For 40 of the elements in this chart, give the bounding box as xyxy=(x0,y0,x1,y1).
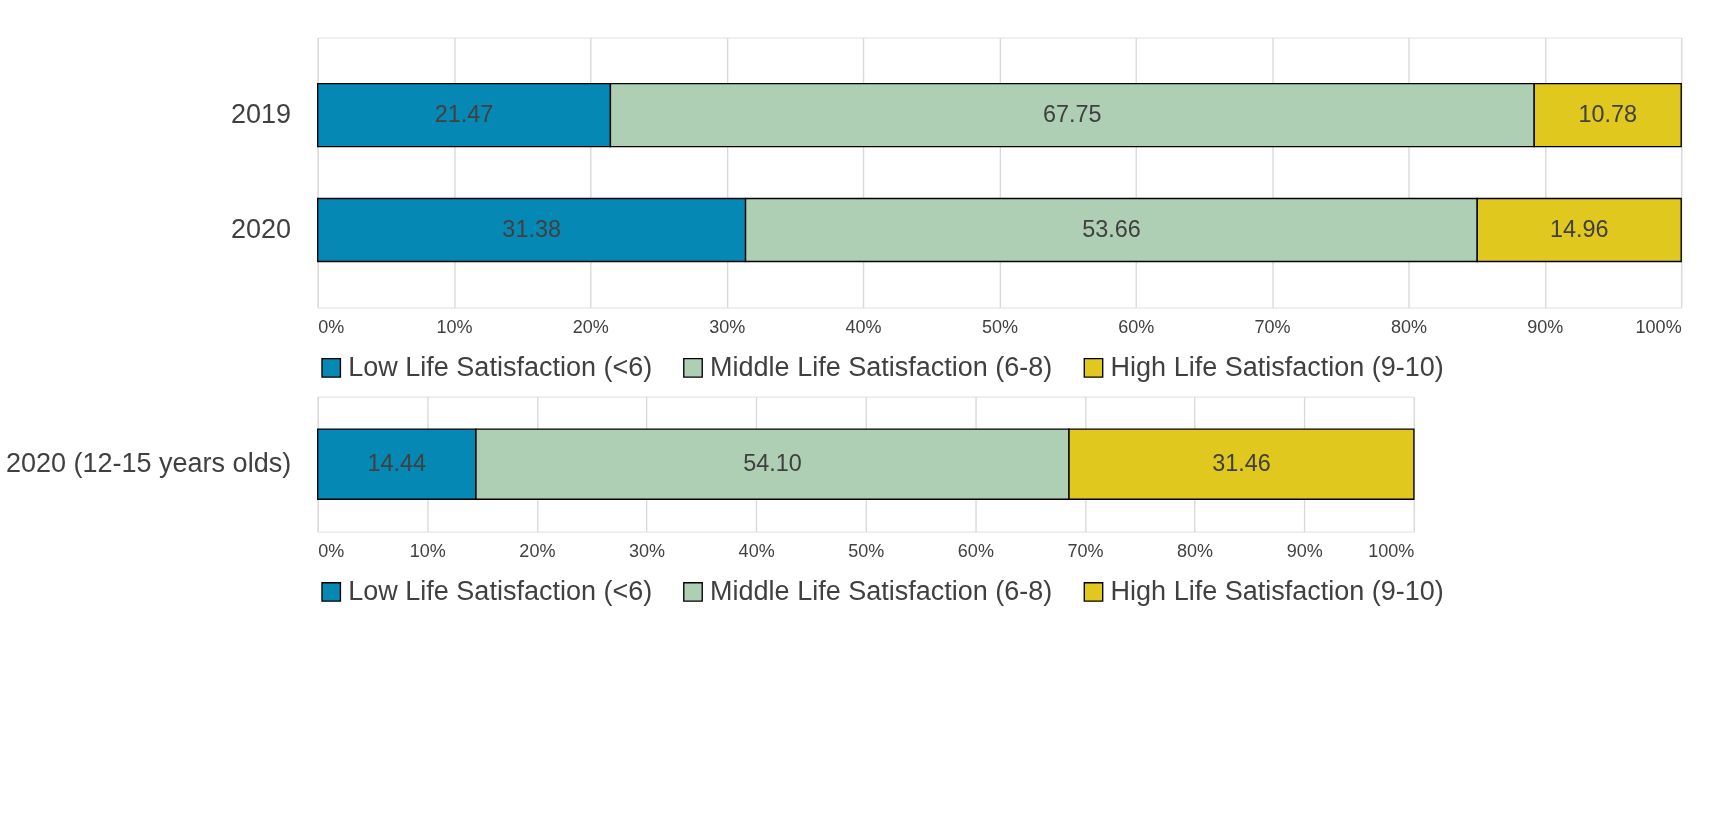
x-tick-label: 90% xyxy=(1286,541,1323,562)
data-label: 21.47 xyxy=(434,101,494,128)
x-tick-label: 70% xyxy=(1067,541,1104,562)
x-tick-label: 30% xyxy=(709,317,746,338)
legend-label: Low Life Satisfaction (<6) xyxy=(348,351,653,382)
y-tick-label: 2020 (12-15 years olds) xyxy=(5,448,292,479)
data-label: 54.10 xyxy=(743,450,802,477)
data-label: 53.66 xyxy=(1082,216,1141,243)
y-tick-label: 2019 xyxy=(231,99,292,130)
legend-label: Middle Life Satisfaction (6-8) xyxy=(710,351,1053,382)
data-label: 10.78 xyxy=(1578,101,1637,128)
x-tick-label: 90% xyxy=(1527,317,1564,338)
x-tick-label: 50% xyxy=(848,541,885,562)
x-tick-label: 80% xyxy=(1390,317,1427,338)
text: Low Life Satisfaction (<6) xyxy=(348,576,653,607)
x-tick-label: 40% xyxy=(845,317,882,338)
data-label: 31.38 xyxy=(502,216,561,243)
x-tick-label: 70% xyxy=(1254,317,1291,338)
data-label: 14.96 xyxy=(1549,216,1609,243)
text: Middle Life Satisfaction (6-8) xyxy=(710,576,1053,607)
y-tick-label: 2020 xyxy=(231,214,292,245)
text: High Life Satisfaction (9-10) xyxy=(1110,576,1444,607)
data-label: 14.44 xyxy=(367,450,427,477)
data-label: 67.75 xyxy=(1043,101,1102,128)
legend-label: High Life Satisfaction (9-10) xyxy=(1110,351,1444,382)
x-tick-label: 0% xyxy=(318,317,345,338)
x-tick-label: 100% xyxy=(1635,317,1682,338)
data-label: 31.46 xyxy=(1212,450,1271,477)
x-tick-label: 20% xyxy=(572,317,609,338)
x-tick-label: 50% xyxy=(981,317,1018,338)
x-tick-label: 100% xyxy=(1368,541,1415,562)
x-tick-label: 80% xyxy=(1177,541,1214,562)
x-tick-label: 20% xyxy=(519,541,556,562)
x-tick-label: 30% xyxy=(628,541,666,562)
x-tick-label: 40% xyxy=(738,541,775,562)
x-tick-label: 10% xyxy=(436,317,473,338)
x-tick-label: 60% xyxy=(1118,317,1155,338)
x-tick-label: 60% xyxy=(957,541,994,562)
x-tick-label: 0% xyxy=(318,541,345,562)
x-tick-label: 10% xyxy=(409,541,446,562)
